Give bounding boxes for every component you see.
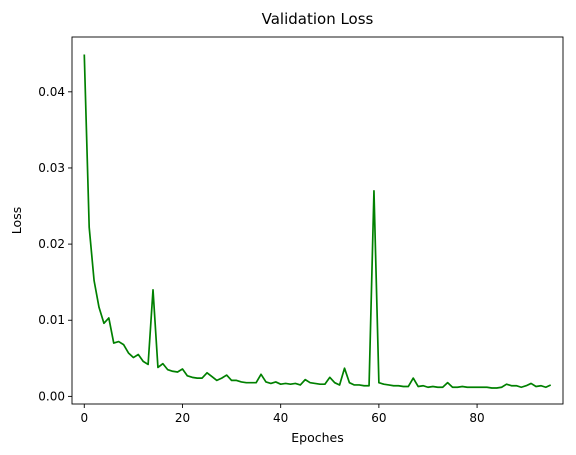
x-tick-label: 0 bbox=[80, 411, 88, 425]
x-tick-label: 20 bbox=[175, 411, 190, 425]
x-axis-label: Epoches bbox=[291, 430, 343, 445]
loss-series-line bbox=[83, 54, 552, 389]
y-axis-ticks: 0.00 0.01 0.02 0.03 0.04 bbox=[38, 85, 72, 403]
y-axis-label: Loss bbox=[9, 207, 24, 234]
x-tick-label: 60 bbox=[371, 411, 386, 425]
y-tick-label: 0.00 bbox=[38, 389, 65, 403]
x-tick-label: 80 bbox=[469, 411, 484, 425]
axes-frame bbox=[71, 36, 564, 405]
x-tick-label: 40 bbox=[273, 411, 288, 425]
y-tick-label: 0.03 bbox=[38, 161, 65, 175]
y-tick-label: 0.02 bbox=[38, 237, 65, 251]
chart-title: Validation Loss bbox=[262, 10, 374, 28]
y-tick-label: 0.01 bbox=[38, 313, 65, 327]
x-axis-ticks: 0 20 40 60 80 bbox=[80, 404, 485, 425]
y-tick-label: 0.04 bbox=[38, 85, 65, 99]
